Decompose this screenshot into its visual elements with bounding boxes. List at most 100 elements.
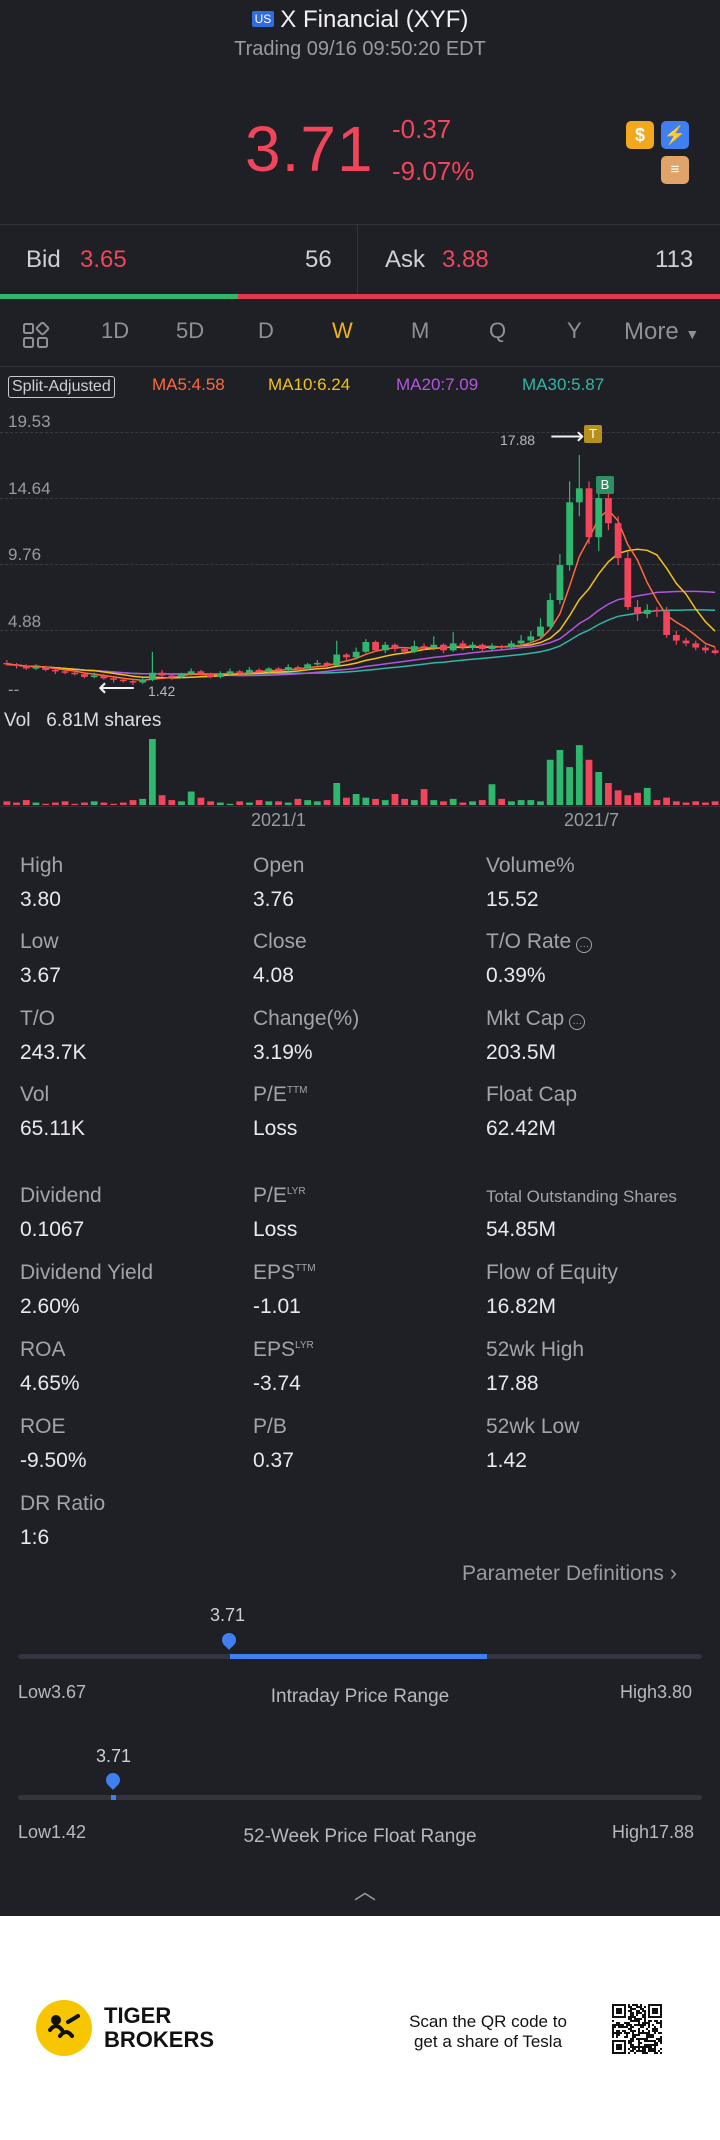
candle-body	[90, 675, 98, 678]
candle	[158, 669, 166, 677]
candle	[304, 662, 312, 670]
stat-value: 3.76	[253, 888, 294, 911]
y-tick-label: 9.76	[8, 545, 42, 564]
stat-label: ROA	[20, 1338, 66, 1362]
stat-label: Open	[253, 854, 304, 878]
tab-q[interactable]: Q	[489, 318, 507, 343]
volume-bar	[323, 800, 331, 805]
arrow-left-icon: ⟵	[98, 672, 136, 702]
candle-body	[653, 609, 661, 612]
volume-bar	[653, 800, 661, 805]
tab-m[interactable]: M	[411, 318, 430, 343]
high-marker-label: 17.88	[500, 432, 536, 448]
volume-bar	[643, 787, 651, 805]
stat-value: 16.82M	[486, 1295, 557, 1318]
volume-bar	[246, 802, 253, 805]
candle-body	[32, 667, 40, 669]
volume-bar	[110, 803, 117, 805]
stat-label-text: Close	[253, 930, 307, 953]
us-flag-icon: US	[251, 11, 275, 27]
tab-d[interactable]: D	[258, 318, 274, 343]
volume-bar	[13, 802, 20, 805]
volume-bar	[391, 794, 399, 805]
candle-body	[614, 523, 622, 559]
candle-body	[168, 675, 176, 678]
candle	[284, 664, 292, 672]
candle-body	[81, 674, 88, 677]
volume-bar	[71, 803, 79, 805]
candle	[333, 640, 341, 666]
chevron-up-icon[interactable]: ︿	[354, 1879, 377, 1904]
low-marker-label: 1.42	[148, 683, 176, 699]
split-adjusted-toggle[interactable]: Split-Adjusted	[8, 376, 115, 398]
dollar-icon[interactable]: $	[626, 121, 654, 149]
badge-t[interactable]: T	[584, 425, 602, 443]
candle-body	[246, 669, 253, 673]
week52-current-price: 3.71	[96, 1746, 132, 1766]
tab-more[interactable]: More ▼	[624, 318, 699, 346]
stat-label-text: Vol	[20, 1083, 50, 1106]
stat-label-text: Dividend Yield	[20, 1261, 154, 1284]
intraday-current-price: 3.71	[210, 1605, 246, 1625]
candle	[90, 672, 98, 679]
volume-bar	[313, 801, 321, 805]
candle-body	[207, 674, 215, 677]
grid-layout-icon[interactable]	[22, 321, 50, 350]
parameter-definitions-link[interactable]: Parameter Definitions ›	[462, 1560, 677, 1586]
ma10-line	[6, 548, 716, 679]
stat-label: P/ELYR	[253, 1184, 306, 1208]
candle	[255, 668, 263, 673]
tab-w[interactable]: W	[332, 318, 353, 343]
more-info-icon[interactable]: …	[576, 937, 593, 953]
tab-1d[interactable]: 1D	[101, 318, 130, 343]
candle-body	[304, 664, 312, 669]
ma20-line	[6, 590, 716, 677]
candle-body	[410, 646, 418, 652]
price-chart[interactable]	[0, 420, 720, 700]
badge-b[interactable]: B	[596, 476, 614, 494]
stat-label-text: EPS	[253, 1338, 296, 1361]
ma30-line	[6, 609, 716, 675]
candle-body	[537, 626, 544, 637]
brand-line-1: TIGER	[104, 2003, 172, 2028]
week52-low: Low1.42	[18, 1822, 87, 1842]
stat-label-text: Change(%)	[253, 1007, 360, 1030]
stat-value: -9.50%	[20, 1449, 87, 1472]
candle	[702, 644, 709, 654]
candle	[22, 664, 30, 670]
more-info-icon[interactable]: …	[569, 1014, 586, 1030]
stat-value: 54.85M	[486, 1218, 557, 1241]
candle	[216, 671, 224, 679]
candle-body	[449, 643, 457, 651]
lightning-icon[interactable]: ⚡	[661, 121, 689, 149]
candle-body	[110, 678, 117, 680]
y-tick-label: 4.88	[8, 612, 42, 631]
bid-ask-divider	[357, 224, 358, 294]
stat-value: 62.42M	[486, 1117, 557, 1140]
candle	[13, 662, 20, 669]
volume-bar	[692, 801, 700, 805]
stat-label-text: High	[20, 854, 64, 877]
volume-bar	[168, 800, 176, 805]
volume-bar	[478, 800, 486, 805]
volume-chart[interactable]	[0, 735, 720, 805]
candle	[546, 593, 554, 630]
candle	[605, 488, 612, 531]
stat-label: Flow of Equity	[486, 1261, 618, 1285]
stack-books-icon[interactable]: ≡	[661, 156, 689, 184]
tab-5d[interactable]: 5D	[176, 318, 205, 343]
candle	[537, 618, 544, 638]
tab-y[interactable]: Y	[567, 318, 582, 343]
volume-bar	[546, 759, 554, 805]
stat-label-text: Float Cap	[486, 1083, 578, 1106]
candle-body	[605, 498, 612, 524]
ask-price: 3.88	[442, 246, 489, 273]
bid-label: Bid	[26, 246, 61, 273]
qr-code-icon[interactable]	[612, 2004, 662, 2054]
volume-bar	[575, 745, 583, 805]
week52-high: High17.88	[612, 1822, 695, 1842]
volume-bar	[3, 801, 11, 805]
intraday-high: High3.80	[620, 1682, 693, 1702]
volume-bar	[61, 801, 69, 805]
intraday-marker	[219, 1630, 239, 1650]
